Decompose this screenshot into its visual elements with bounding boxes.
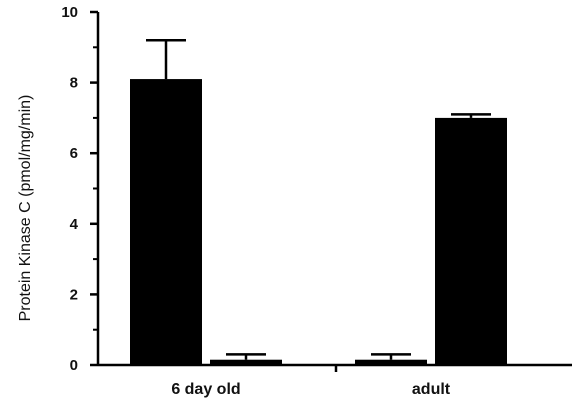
bar bbox=[355, 359, 427, 365]
bar bbox=[130, 79, 202, 365]
x-axis bbox=[98, 363, 572, 372]
bar bbox=[435, 117, 507, 366]
y-tick-label: 10 bbox=[61, 4, 78, 21]
y-tick-label: 8 bbox=[70, 75, 78, 92]
category-label: adult bbox=[412, 381, 451, 398]
bar bbox=[210, 359, 282, 365]
y-tick-label: 4 bbox=[70, 216, 79, 233]
labels: 6 day old adult bbox=[171, 381, 450, 398]
y-tick-label: 2 bbox=[70, 286, 78, 303]
y-tick-label: 0 bbox=[70, 357, 78, 374]
y-axis: 0 2 4 6 8 10 bbox=[61, 4, 100, 374]
bars bbox=[130, 38, 507, 366]
y-tick-label: 6 bbox=[70, 145, 78, 162]
category-label: 6 day old bbox=[171, 381, 240, 398]
y-axis-title: Protein Kinase C (pmol/mg/min) bbox=[17, 95, 34, 322]
